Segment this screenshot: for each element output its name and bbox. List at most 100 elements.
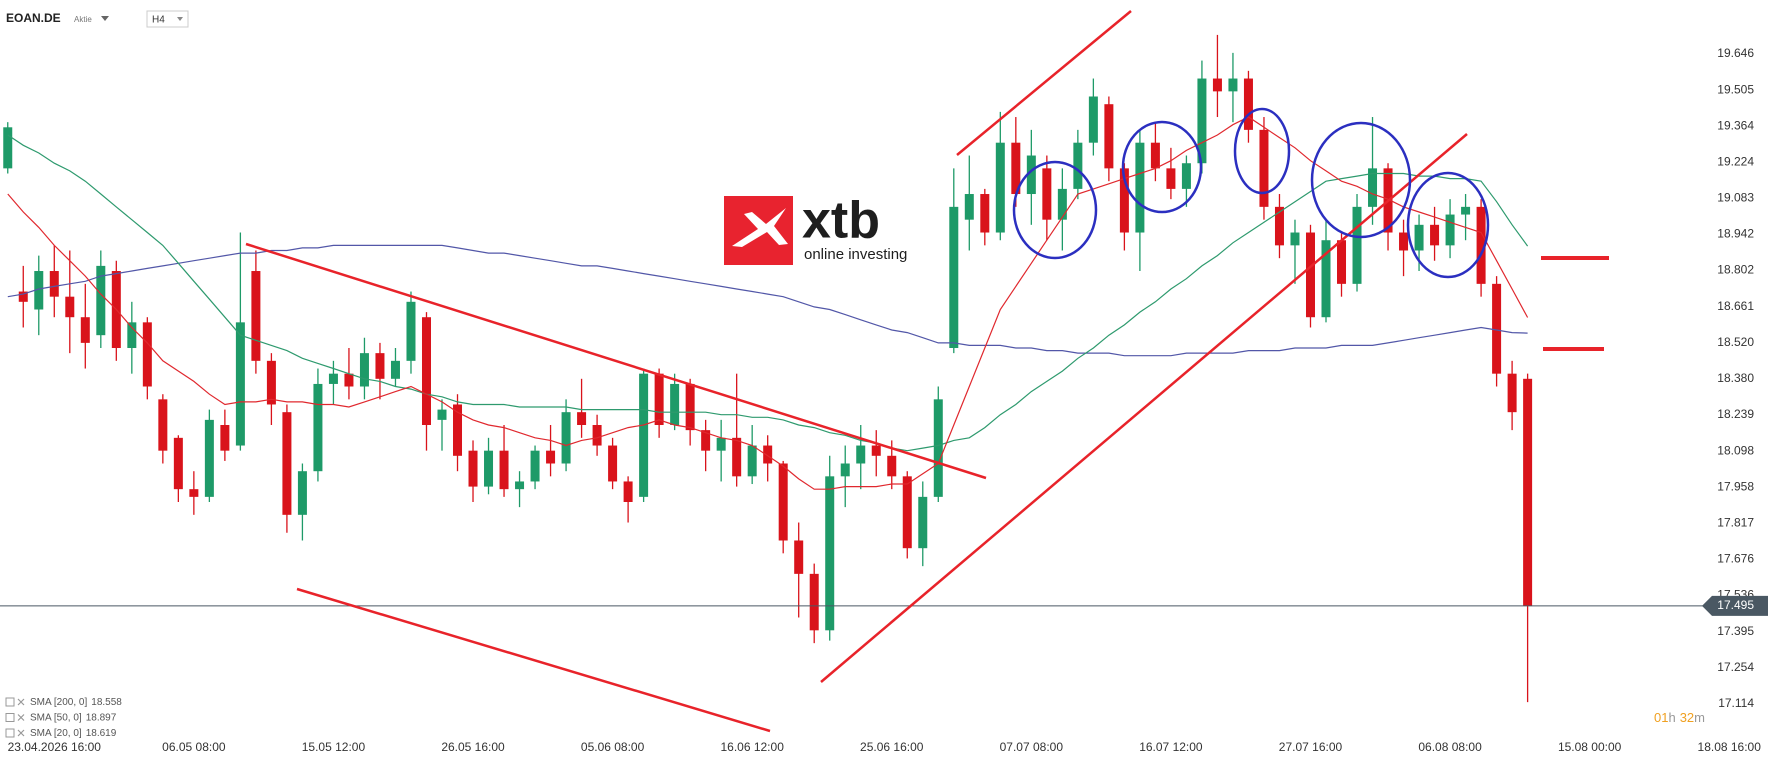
x-tick-label: 16.07 12:00 xyxy=(1139,740,1203,754)
y-tick-label: 19.646 xyxy=(1717,46,1754,60)
countdown-unit: m xyxy=(1694,710,1705,725)
trend-line xyxy=(820,133,1468,683)
x-tick-label: 25.06 16:00 xyxy=(860,740,924,754)
candle-body xyxy=(561,412,571,464)
candle-body xyxy=(964,194,974,220)
instrument-type: Aktie xyxy=(74,15,92,24)
candle-body xyxy=(1243,78,1253,130)
candle-body xyxy=(608,445,618,482)
candle-body xyxy=(887,455,897,477)
candle-body xyxy=(3,127,13,169)
y-tick-label: 17.958 xyxy=(1717,479,1754,493)
candle-body xyxy=(763,445,773,464)
highlight-circle xyxy=(1310,121,1412,239)
candle-body xyxy=(158,399,168,451)
candle-body xyxy=(1197,78,1207,164)
y-tick-label: 19.364 xyxy=(1717,118,1754,132)
candle-body xyxy=(933,399,943,497)
candle-body xyxy=(1290,232,1300,246)
candle-body xyxy=(654,373,664,426)
legend-item: SMA [200, 0] 18.558 xyxy=(5,697,122,708)
legend-icon xyxy=(5,697,15,707)
x-tick-label: 18.08 16:00 xyxy=(1698,740,1762,754)
logo-tagline: online investing xyxy=(804,246,907,263)
legend-name: SMA [200, 0] xyxy=(30,697,87,708)
y-tick-label: 18.239 xyxy=(1717,407,1754,421)
candle-body xyxy=(1228,78,1238,92)
candle-body xyxy=(1337,240,1347,284)
candle-body xyxy=(902,476,912,549)
symbol: EOAN.DE xyxy=(6,11,61,25)
candle-body xyxy=(421,317,431,426)
candle-body xyxy=(34,271,44,310)
candle-body xyxy=(546,450,556,464)
highlight-circle xyxy=(1406,171,1490,279)
y-tick-label: 17.114 xyxy=(1718,696,1754,710)
candle-body xyxy=(1523,378,1533,606)
candle-body xyxy=(189,489,199,497)
candle-body xyxy=(1181,163,1191,189)
candle-body xyxy=(220,425,230,451)
x-tick-label: 15.05 12:00 xyxy=(302,740,366,754)
candle-body xyxy=(747,445,757,477)
legend-item: SMA [50, 0] 18.897 xyxy=(5,712,117,723)
legend-name: SMA [20, 0] xyxy=(30,728,82,739)
y-tick-label: 18.661 xyxy=(1717,299,1754,313)
candle-body xyxy=(142,322,152,387)
candle-body xyxy=(918,496,928,549)
candle-body xyxy=(313,383,323,472)
candle-body xyxy=(1461,206,1471,215)
candle-body xyxy=(809,573,819,631)
trend-line xyxy=(956,10,1132,156)
candle-body xyxy=(484,450,494,487)
legend-remove-icon xyxy=(17,714,25,721)
candle-body xyxy=(1104,104,1114,169)
candle-body xyxy=(1011,142,1021,195)
logo-brand: xtb xyxy=(802,192,880,250)
candle-body xyxy=(856,445,866,464)
candle-body xyxy=(359,353,369,387)
candle-body xyxy=(1212,78,1222,92)
trend-line xyxy=(245,242,987,480)
candle-body xyxy=(1166,168,1176,189)
highlight-circle xyxy=(1233,107,1291,195)
y-tick-label: 17.395 xyxy=(1717,624,1754,638)
legend-value: 18.558 xyxy=(91,697,122,708)
legend-text: SMA [200, 0] 18.558 xyxy=(30,697,122,708)
legend-icon xyxy=(5,728,15,738)
countdown-minutes: 32 xyxy=(1680,710,1694,725)
candle-body xyxy=(1368,168,1378,207)
candle-body xyxy=(1026,155,1036,195)
candle-body xyxy=(701,430,711,451)
timeframe-box[interactable] xyxy=(146,10,189,28)
y-tick-label: 17.676 xyxy=(1717,552,1754,566)
y-tick-label: 18.380 xyxy=(1717,371,1754,385)
candle-body xyxy=(623,481,633,502)
candle-body xyxy=(1476,206,1486,284)
legend-value: 18.897 xyxy=(86,712,117,723)
legend-name: SMA [50, 0] xyxy=(30,712,82,723)
candle-body xyxy=(670,383,680,426)
x-tick-label: 06.08 08:00 xyxy=(1418,740,1482,754)
drawings: xtb online investing xyxy=(245,10,1609,733)
candle-body xyxy=(328,373,338,384)
sma-line xyxy=(7,244,1528,357)
trend-line xyxy=(296,587,771,733)
countdown: 01h 32m xyxy=(1654,710,1705,725)
candle-body xyxy=(437,409,447,420)
candle-body xyxy=(1430,224,1440,246)
plot-area: 17.11417.25417.39517.53617.67617.81717.9… xyxy=(0,34,1768,754)
dropdown-arrow[interactable] xyxy=(101,16,109,21)
legend-icon xyxy=(5,713,15,722)
y-tick-label: 18.520 xyxy=(1717,335,1754,349)
candle-body xyxy=(778,463,788,541)
candle-body xyxy=(949,206,959,349)
candle-body xyxy=(235,322,245,446)
candle-body xyxy=(1321,240,1331,318)
candle-body xyxy=(80,317,90,343)
candle-body xyxy=(453,404,463,456)
candle-body xyxy=(127,322,137,349)
candle-body xyxy=(204,419,214,497)
logo: xtb online investing xyxy=(724,192,907,265)
legend-item: SMA [20, 0] 18.619 xyxy=(5,728,117,739)
